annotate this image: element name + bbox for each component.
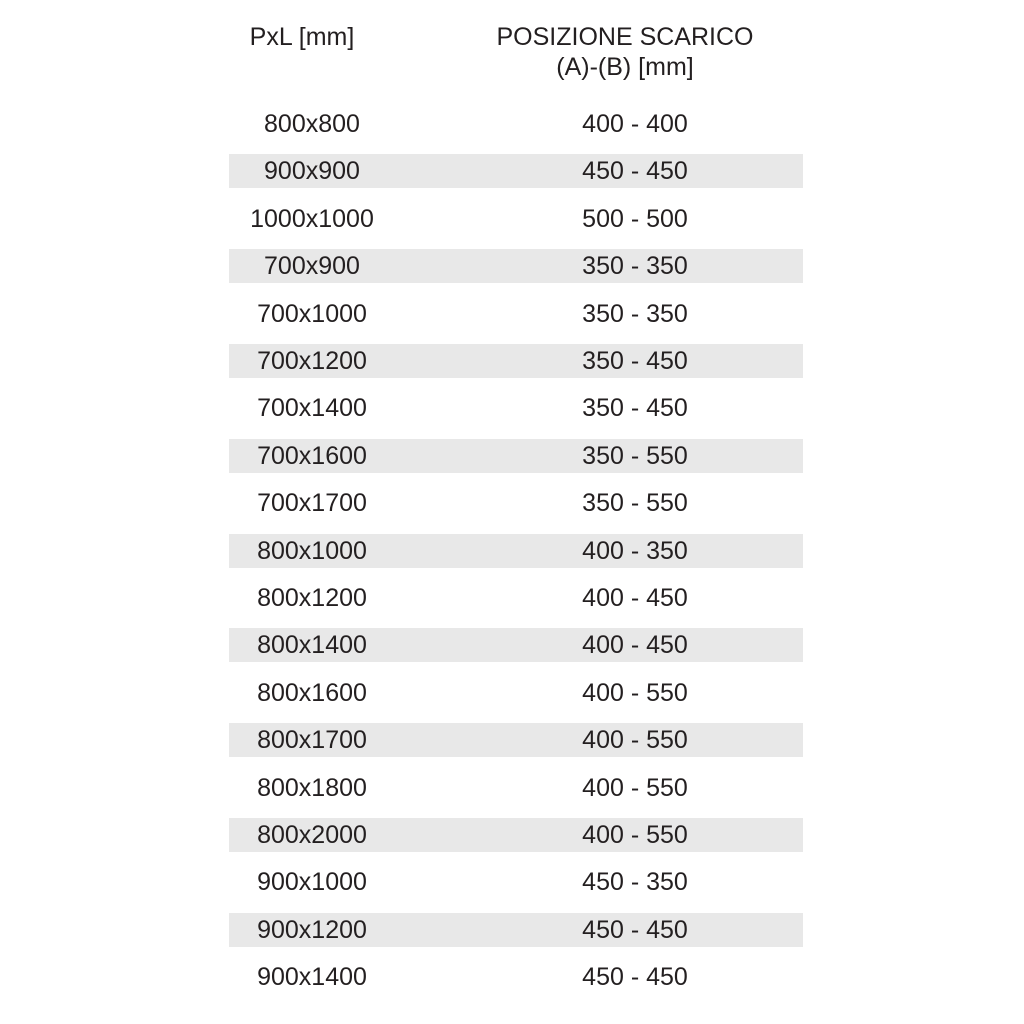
size-cell: 800x1800 <box>257 773 367 802</box>
drain-position-cell: 400 - 450 <box>582 584 688 612</box>
table-row: 800x1200 400 - 450 <box>229 581 803 615</box>
size-cell: 800x1000 <box>257 536 367 565</box>
table-row: 900x1200 450 - 450 <box>229 912 803 947</box>
table-row: 800x800 400 - 400 <box>229 107 803 141</box>
drain-position-cell: 350 - 350 <box>582 299 688 328</box>
size-cell: 900x900 <box>264 157 360 186</box>
drain-position-cell: 450 - 450 <box>582 915 688 944</box>
header-size-label: PxL [mm] <box>249 23 355 51</box>
table-row: 700x1700 350 - 550 <box>229 486 803 520</box>
table-row: 900x900 450 - 450 <box>229 154 803 189</box>
size-cell: 700x1200 <box>257 347 367 375</box>
size-cell: 900x1400 <box>257 963 367 992</box>
drain-position-cell: 350 - 550 <box>582 489 688 518</box>
size-cell: 700x1000 <box>257 299 367 328</box>
header-drain-position-unit: (A)-(B) [mm] <box>556 53 694 81</box>
size-cell: 800x2000 <box>257 821 367 849</box>
drain-position-cell: 400 - 550 <box>582 678 688 707</box>
drain-position-cell: 400 - 450 <box>582 631 688 660</box>
table-row: 700x1200 350 - 450 <box>229 344 803 378</box>
drain-position-cell: 400 - 550 <box>582 773 688 802</box>
table-row: 700x1400 350 - 450 <box>229 391 803 425</box>
header-drain-position: POSIZIONE SCARICO (A)-(B) [mm] <box>465 22 785 82</box>
table-row: 800x1800 400 - 550 <box>229 771 803 805</box>
table-row: 900x1000 450 - 350 <box>229 865 803 899</box>
table-row: 800x1000 400 - 350 <box>229 533 803 568</box>
size-cell: 800x1700 <box>257 726 367 755</box>
drain-position-cell: 400 - 550 <box>582 821 688 849</box>
drain-position-cell: 450 - 450 <box>582 963 688 992</box>
table-row: 700x1600 350 - 550 <box>229 438 803 473</box>
header-size: PxL [mm] <box>202 22 402 52</box>
drain-position-cell: 350 - 350 <box>582 252 688 281</box>
table-row: 800x1600 400 - 550 <box>229 676 803 710</box>
drain-position-cell: 400 - 350 <box>582 536 688 565</box>
drain-position-cell: 450 - 350 <box>582 868 688 897</box>
table-row: 1000x1000 500 - 500 <box>229 202 803 236</box>
table-row: 900x1400 450 - 450 <box>229 960 803 994</box>
size-cell: 700x1400 <box>257 394 367 423</box>
drain-position-cell: 400 - 400 <box>582 110 688 138</box>
drain-position-cell: 350 - 450 <box>582 394 688 423</box>
header-drain-position-label: POSIZIONE SCARICO <box>496 23 754 51</box>
size-cell: 800x1200 <box>257 584 367 612</box>
table-row: 800x2000 400 - 550 <box>229 818 803 852</box>
drain-position-cell: 350 - 550 <box>582 441 688 470</box>
table-row: 800x1700 400 - 550 <box>229 723 803 758</box>
drain-position-cell: 400 - 550 <box>582 726 688 755</box>
drain-position-cell: 500 - 500 <box>582 204 688 233</box>
size-cell: 1000x1000 <box>250 204 374 233</box>
size-cell: 700x1700 <box>257 489 367 518</box>
size-cell: 900x1200 <box>257 915 367 944</box>
size-cell: 900x1000 <box>257 868 367 897</box>
size-cell: 800x1600 <box>257 678 367 707</box>
size-cell: 800x800 <box>264 110 360 138</box>
size-cell: 800x1400 <box>257 631 367 660</box>
table-row: 800x1400 400 - 450 <box>229 628 803 663</box>
size-cell: 700x1600 <box>257 441 367 470</box>
table-row: 700x1000 350 - 350 <box>229 297 803 331</box>
size-cell: 700x900 <box>264 252 360 281</box>
drain-position-cell: 450 - 450 <box>582 157 688 186</box>
drain-position-cell: 350 - 450 <box>582 347 688 375</box>
table-row: 700x900 350 - 350 <box>229 249 803 284</box>
